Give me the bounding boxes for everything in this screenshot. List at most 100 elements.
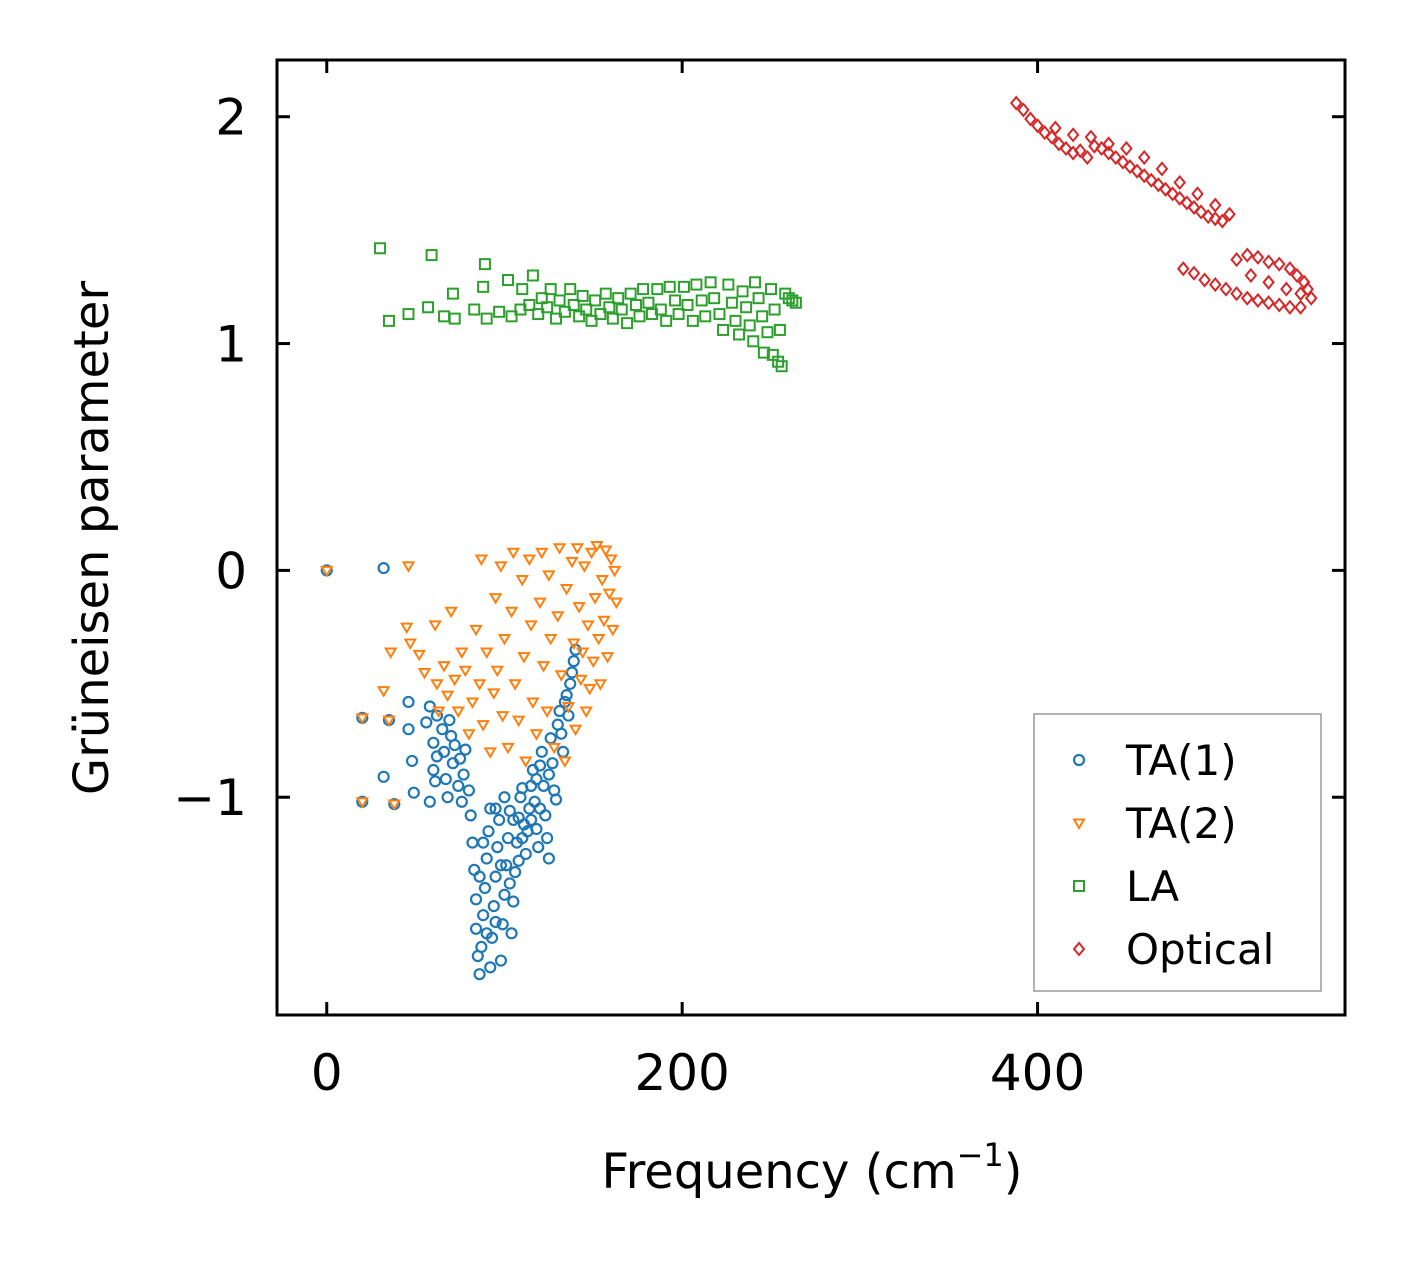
legend-entry: TA(2) bbox=[1072, 799, 1237, 848]
data-point bbox=[567, 638, 581, 650]
data-point bbox=[1180, 195, 1194, 211]
data-point bbox=[560, 689, 573, 702]
data-point bbox=[1159, 181, 1172, 197]
legend: TA(1) TA(2) LA Optical bbox=[1033, 713, 1322, 992]
data-point bbox=[512, 854, 525, 867]
data-point bbox=[519, 756, 533, 768]
data-point bbox=[1294, 299, 1307, 315]
data-point bbox=[1130, 163, 1144, 179]
data-point bbox=[436, 723, 449, 736]
legend-box bbox=[1033, 713, 1322, 992]
data-point bbox=[642, 296, 655, 309]
data-point bbox=[690, 278, 703, 291]
data-point bbox=[519, 847, 532, 861]
legend-marker bbox=[1072, 753, 1086, 767]
data-point bbox=[487, 900, 500, 913]
data-point bbox=[402, 308, 415, 321]
data-point bbox=[438, 310, 451, 323]
legend-label: TA(1) bbox=[1125, 736, 1237, 785]
data-point bbox=[374, 242, 387, 255]
data-point bbox=[633, 310, 646, 323]
legend-marker bbox=[1073, 880, 1085, 892]
data-point bbox=[1152, 177, 1165, 193]
data-point bbox=[1137, 149, 1151, 166]
data-point bbox=[477, 836, 490, 849]
data-point bbox=[574, 674, 588, 687]
data-point bbox=[444, 606, 458, 619]
legend-entry: LA bbox=[1073, 862, 1179, 911]
data-point bbox=[1038, 125, 1051, 141]
x-tick-label: 200 bbox=[634, 1044, 729, 1102]
data-point bbox=[451, 706, 466, 719]
data-point bbox=[591, 633, 606, 646]
data-point bbox=[439, 772, 452, 786]
data-point bbox=[1173, 174, 1187, 191]
data-point bbox=[544, 732, 557, 745]
data-point bbox=[1219, 281, 1233, 297]
data-point bbox=[713, 308, 726, 321]
data-point bbox=[427, 763, 440, 777]
data-point bbox=[532, 308, 545, 321]
data-point bbox=[506, 547, 521, 560]
data-point bbox=[516, 283, 529, 296]
series-optical bbox=[1009, 95, 1318, 315]
data-point bbox=[479, 647, 494, 660]
data-point bbox=[568, 724, 583, 737]
data-point bbox=[495, 711, 510, 723]
legend-entry: TA(1) bbox=[1072, 736, 1237, 785]
data-point bbox=[474, 554, 489, 567]
data-point bbox=[686, 314, 699, 327]
data-point bbox=[677, 280, 690, 293]
data-point bbox=[526, 269, 539, 282]
data-point bbox=[725, 296, 738, 309]
data-point bbox=[448, 312, 461, 325]
data-point bbox=[533, 802, 547, 815]
series-ta-2- bbox=[320, 540, 624, 812]
data-point bbox=[576, 289, 589, 302]
data-point bbox=[515, 574, 529, 587]
data-point bbox=[577, 561, 592, 573]
data-point bbox=[536, 661, 551, 673]
data-point bbox=[455, 647, 469, 660]
data-point bbox=[564, 283, 577, 296]
data-point bbox=[1272, 256, 1286, 272]
data-point bbox=[542, 768, 555, 781]
data-point bbox=[483, 747, 497, 759]
data-point bbox=[465, 697, 480, 709]
data-point bbox=[431, 706, 446, 719]
data-point bbox=[756, 310, 769, 323]
data-point bbox=[469, 922, 483, 935]
data-point bbox=[573, 310, 586, 323]
data-point bbox=[488, 593, 503, 605]
data-point bbox=[1166, 186, 1179, 202]
data-point bbox=[722, 278, 735, 291]
y-tick-label: 0 bbox=[215, 542, 247, 600]
data-point bbox=[399, 622, 414, 635]
data-point bbox=[567, 655, 580, 668]
data-point bbox=[387, 799, 402, 812]
data-point bbox=[522, 554, 537, 567]
data-point bbox=[1024, 111, 1037, 127]
data-point bbox=[494, 561, 508, 573]
data-point bbox=[407, 786, 420, 799]
data-point bbox=[558, 756, 572, 768]
data-point bbox=[555, 727, 568, 740]
data-point bbox=[590, 540, 604, 553]
axis-ticks bbox=[277, 60, 1345, 1015]
data-point bbox=[542, 570, 556, 582]
data-point bbox=[355, 713, 370, 725]
data-point bbox=[736, 285, 749, 298]
data-point bbox=[402, 695, 415, 709]
x-tick-label: 400 bbox=[990, 1044, 1085, 1102]
data-point bbox=[477, 909, 490, 922]
data-point bbox=[547, 742, 561, 755]
y-tick-label: 1 bbox=[215, 316, 247, 374]
data-point bbox=[1304, 290, 1318, 306]
axis-tick-labels: 0 200 400 −1 0 1 2 bbox=[173, 89, 1085, 1102]
data-point bbox=[508, 679, 522, 691]
data-point bbox=[501, 742, 515, 755]
data-point bbox=[1155, 161, 1169, 177]
data-point bbox=[1244, 267, 1258, 284]
data-point bbox=[427, 736, 440, 749]
